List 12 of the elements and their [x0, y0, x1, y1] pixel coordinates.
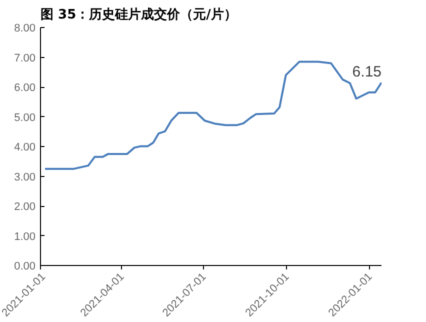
- annotation: 6.15: [352, 64, 382, 81]
- chart-title: 图 35：历史硅片成交价（元/片）: [40, 6, 237, 22]
- line-series: [44, 60, 382, 170]
- y-tick-label: 5.00: [14, 112, 36, 124]
- y-tick-label: 3.00: [14, 171, 36, 184]
- y-tick-label: 8.00: [14, 22, 36, 34]
- y-tick-label: 2.00: [14, 201, 36, 213]
- y-tick-label: 7.00: [14, 52, 36, 64]
- y-tick-label: 0.00: [14, 260, 36, 272]
- y-tick-label: 6.00: [14, 82, 36, 94]
- y-tick-label: 4.00: [14, 142, 36, 154]
- y-tick-label: 1.00: [14, 230, 36, 243]
